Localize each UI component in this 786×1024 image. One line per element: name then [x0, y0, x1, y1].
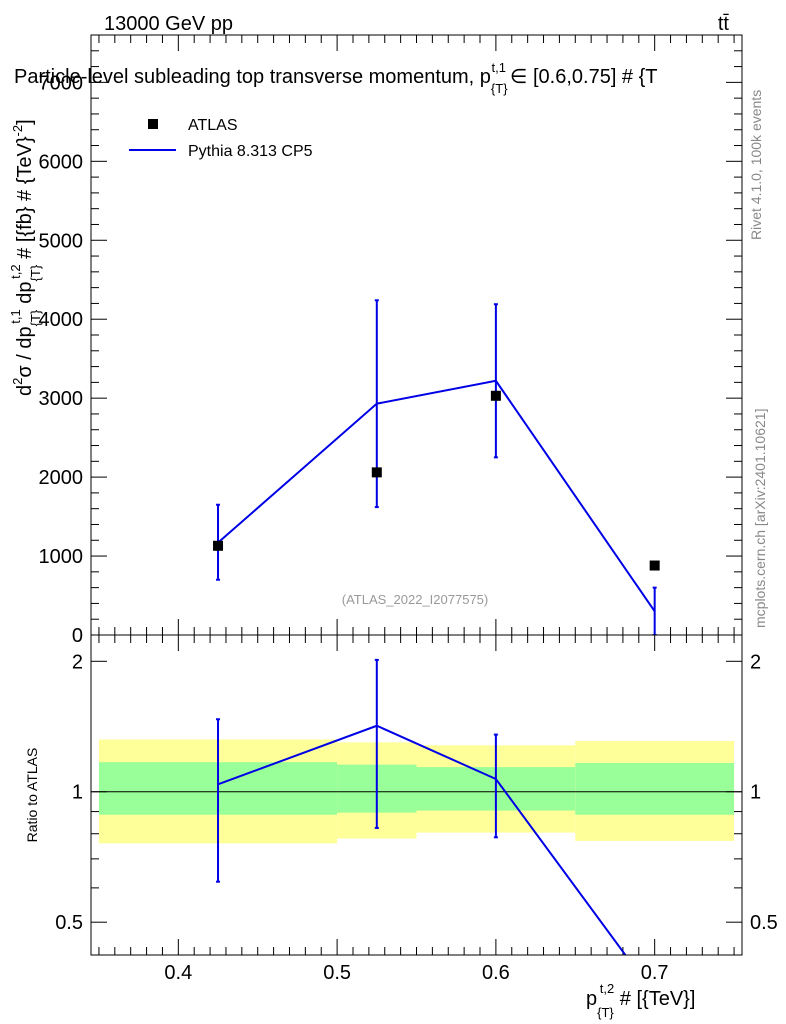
- x-tick-label: 0.4: [164, 962, 192, 984]
- process-label: tt̄: [718, 13, 730, 35]
- ratio-y-ticks: 0.5 0.5 1 1 2 2: [55, 651, 778, 934]
- legend-mc-label: Pythia 8.313 CP5: [188, 143, 313, 160]
- legend-data-label: ATLAS: [188, 117, 238, 134]
- main-y-tick-label: 4000: [39, 309, 84, 331]
- mc-line: [217, 379, 656, 612]
- ratio-y-tick-label-right: 2: [750, 651, 761, 673]
- data-point: [213, 540, 224, 551]
- legend: ATLAS Pythia 8.313 CP5: [129, 117, 313, 160]
- main-series: [213, 299, 660, 635]
- x-axis-label: p{T}t,2 # [{TeV}]: [586, 981, 695, 1020]
- mcplots-label: mcplots.cern.ch [arXiv:2401.10621]: [752, 409, 768, 628]
- main-y-tick-label: 5000: [39, 230, 84, 252]
- main-y-tick-label: 6000: [39, 151, 84, 173]
- main-y-tick-label: 3000: [39, 388, 84, 410]
- main-y-tick-label: 7000: [39, 72, 84, 94]
- ratio-y-tick-label: 0.5: [55, 912, 83, 934]
- ratio-panel: 0.5 0.5 1 1 2 2 0.4 0.5 0.6 0.7: [55, 634, 778, 984]
- data-point: [490, 390, 501, 401]
- rivet-label: Rivet 4.1.0, 100k events: [748, 90, 764, 240]
- ratio-y-tick-label-right: 1: [750, 782, 761, 804]
- energy-label: 13000 GeV pp: [104, 13, 233, 35]
- x-tick-label: 0.6: [482, 962, 510, 984]
- ratio-x-ticks: 0.4 0.5 0.6 0.7: [98, 635, 735, 984]
- ratio-frame: [90, 634, 743, 956]
- data-point: [371, 467, 382, 478]
- x-tick-label: 0.7: [641, 962, 669, 984]
- watermark: (ATLAS_2022_I2077575): [342, 592, 488, 607]
- main-y-tick-label: 2000: [39, 467, 84, 489]
- ratio-y-tick-label: 2: [72, 651, 83, 673]
- ratio-y-label: Ratio to ATLAS: [24, 748, 40, 843]
- main-y-label: d2σ / dp{T}t,1 dp{T}t,2 # [{fb} # {TeV}-…: [8, 119, 43, 396]
- ratio-bands: [91, 739, 742, 844]
- ratio-series: [216, 658, 627, 955]
- plot-title: Particle-level subleading top transverse…: [14, 60, 658, 96]
- legend-data-marker: [148, 119, 158, 129]
- data-point: [649, 560, 660, 571]
- main-y-tick-label: 1000: [39, 546, 84, 568]
- x-tick-label: 0.5: [323, 962, 351, 984]
- ratio-line: [217, 724, 627, 955]
- main-panel: 0 1000 2000 3000 4000 5000 6000 7000 (ATLAS_202…: [39, 34, 743, 647]
- ratio-y-tick-label: 1: [72, 782, 83, 804]
- main-y-tick-label: 0: [72, 625, 83, 647]
- main-y-ticks: 0 1000 2000 3000 4000 5000 6000 7000: [39, 34, 742, 647]
- ratio-y-tick-label-right: 0.5: [750, 912, 778, 934]
- ratio-band-inner: [575, 763, 735, 815]
- main-x-ticks: [98, 35, 735, 635]
